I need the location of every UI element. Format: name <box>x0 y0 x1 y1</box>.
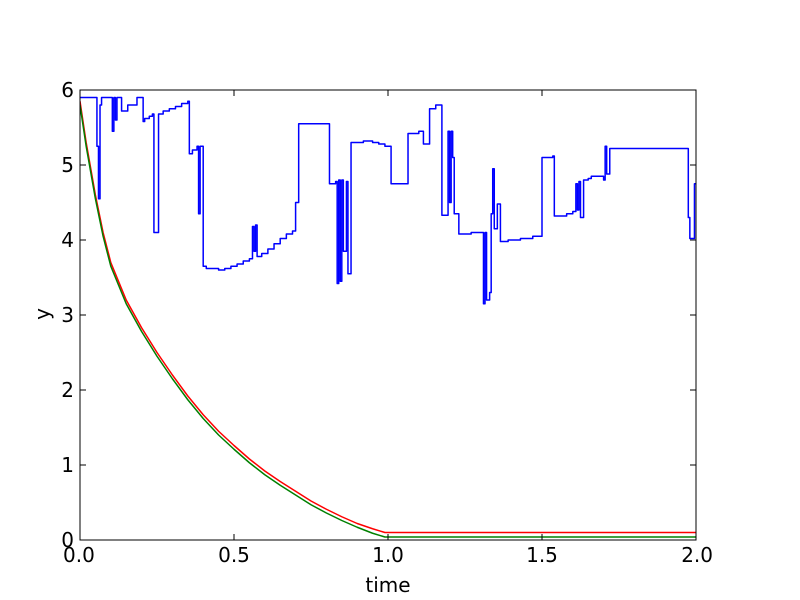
y-axis-label: y <box>30 308 54 320</box>
y-tick-label: 3 <box>61 303 74 327</box>
y-tick-label: 5 <box>61 153 74 177</box>
y-tick-label: 4 <box>61 228 74 252</box>
x-tick-label: 0.0 <box>63 543 95 567</box>
y-tick-label: 0 <box>61 528 74 552</box>
y-tick-label: 1 <box>61 453 74 477</box>
series-line-2 <box>80 101 696 534</box>
series-line-1 <box>80 96 696 305</box>
y-tick-label: 2 <box>61 378 74 402</box>
x-tick-label: 1.5 <box>526 543 558 567</box>
series-line-3 <box>80 104 696 538</box>
x-tick-label: 0.5 <box>218 543 250 567</box>
tick-layer: 0.0 0.5 1.0 1.5 2.0 0 1 2 3 4 5 6 <box>61 78 713 567</box>
series-layer <box>80 96 696 538</box>
x-tick-label: 1.0 <box>372 543 404 567</box>
x-tick-label: 2.0 <box>681 543 713 567</box>
y-tick-label: 6 <box>61 78 74 102</box>
x-axis-label: time <box>365 573 410 597</box>
